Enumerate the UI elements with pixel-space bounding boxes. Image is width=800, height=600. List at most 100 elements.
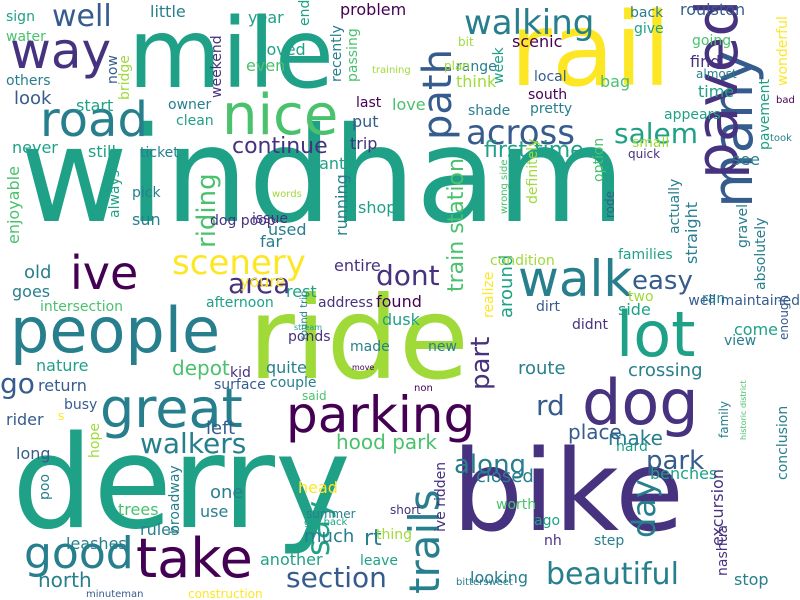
cloud-word: walkers — [140, 427, 247, 460]
cloud-word: small — [632, 135, 670, 151]
cloud-word: looking — [470, 568, 529, 587]
cloud-word: family — [717, 400, 731, 438]
cloud-word: nh — [544, 533, 562, 549]
cloud-word: non — [414, 383, 433, 394]
cloud-word: last — [356, 95, 382, 111]
cloud-word: pick — [132, 185, 161, 201]
cloud-word: ponds — [288, 329, 331, 345]
cloud-word: continue — [232, 134, 328, 159]
cloud-word: ticket — [140, 145, 179, 161]
cloud-word: never — [12, 138, 58, 157]
cloud-word: actually — [667, 178, 683, 234]
cloud-word: stream — [294, 323, 323, 332]
cloud-word: trees — [118, 500, 159, 519]
cloud-word: time — [698, 82, 735, 101]
cloud-word: training — [372, 65, 411, 76]
cloud-word: ago — [534, 513, 561, 529]
cloud-word: new — [428, 339, 457, 355]
cloud-word: poo — [37, 473, 53, 500]
cloud-word: bike — [452, 427, 684, 557]
cloud-word: issue — [252, 211, 288, 227]
cloud-word: left — [206, 418, 236, 439]
cloud-word: kid — [230, 365, 251, 381]
cloud-word: historic district — [739, 380, 748, 440]
cloud-word: start — [76, 96, 114, 115]
cloud-word: dont — [376, 259, 440, 292]
cloud-word: lot — [616, 298, 696, 371]
cloud-word: condition — [490, 253, 555, 269]
cloud-word: short — [390, 503, 421, 517]
cloud-word: salem — [614, 117, 699, 150]
cloud-word: love — [392, 95, 426, 114]
cloud-word: water — [6, 29, 46, 45]
cloud-word: route — [518, 358, 566, 379]
cloud-word: summer — [306, 507, 356, 521]
cloud-word: s — [58, 409, 65, 423]
cloud-word: think — [456, 72, 497, 91]
cloud-word: sign — [6, 9, 35, 25]
cloud-word: side — [618, 300, 651, 319]
cloud-word: mile — [128, 0, 334, 110]
cloud-word: walking — [464, 3, 595, 43]
cloud-word: bittersweet — [456, 577, 513, 588]
cloud-word: end — [297, 0, 313, 27]
cloud-word: families — [618, 247, 673, 263]
cloud-word: minuteman — [86, 589, 144, 600]
cloud-word: train station — [444, 158, 469, 292]
cloud-word: found — [376, 292, 422, 311]
cloud-word: enjoyable — [4, 166, 23, 244]
cloud-word: dog — [582, 366, 699, 439]
cloud-word: passing — [345, 28, 361, 82]
cloud-word: nice — [222, 83, 339, 148]
cloud-word: broadway — [167, 465, 183, 534]
cloud-word: surface — [214, 377, 266, 393]
cloud-word: bridge — [117, 55, 133, 100]
cloud-word: parking — [286, 386, 476, 444]
cloud-word: took — [770, 133, 792, 144]
cloud-word: bit — [458, 35, 474, 49]
cloud-word: riding — [192, 173, 222, 248]
cloud-word: plan — [444, 59, 470, 73]
cloud-word: people — [10, 294, 221, 367]
cloud-word: thing — [376, 527, 413, 543]
cloud-word: ride — [248, 272, 470, 405]
cloud-word: two — [628, 289, 654, 305]
cloud-word: sun — [132, 210, 161, 229]
cloud-word: rail — [510, 0, 672, 110]
cloud-word: loved — [262, 40, 306, 59]
cloud-word: words — [272, 189, 302, 200]
cloud-word: day — [625, 479, 663, 538]
cloud-word: dusk — [382, 310, 420, 329]
cloud-word: entire — [334, 256, 381, 275]
cloud-word: good — [24, 528, 134, 579]
cloud-word: great — [100, 377, 243, 440]
cloud-word: range — [456, 59, 497, 75]
cloud-word: said — [302, 389, 327, 403]
cloud-word: almost — [696, 67, 737, 81]
cloud-word: way — [10, 22, 112, 80]
cloud-word: problem — [340, 0, 407, 19]
cloud-word: definitely — [525, 138, 541, 204]
cloud-word: enough — [777, 294, 791, 340]
cloud-word: ive ridden — [433, 461, 449, 532]
cloud-word: give — [634, 21, 664, 37]
cloud-word: move — [352, 363, 375, 372]
cloud-word: weekend — [209, 35, 225, 98]
cloud-word: roulston — [680, 0, 746, 19]
cloud-word: windham — [20, 99, 626, 253]
cloud-word: even — [246, 56, 286, 75]
cloud-word: well maintained — [688, 293, 800, 309]
cloud-word: walk — [518, 250, 633, 308]
cloud-word: derry — [12, 409, 351, 558]
cloud-word: use — [200, 502, 229, 521]
cloud-word: running — [332, 174, 351, 236]
cloud-word: bad — [776, 95, 795, 106]
cloud-word: bag — [600, 72, 631, 91]
cloud-word: view — [724, 333, 757, 349]
cloud-word: construction — [188, 587, 263, 600]
cloud-word: goes — [12, 282, 51, 301]
cloud-word: far — [260, 232, 283, 251]
cloud-word: got back — [304, 517, 348, 528]
cloud-word: afternoon — [206, 295, 274, 311]
